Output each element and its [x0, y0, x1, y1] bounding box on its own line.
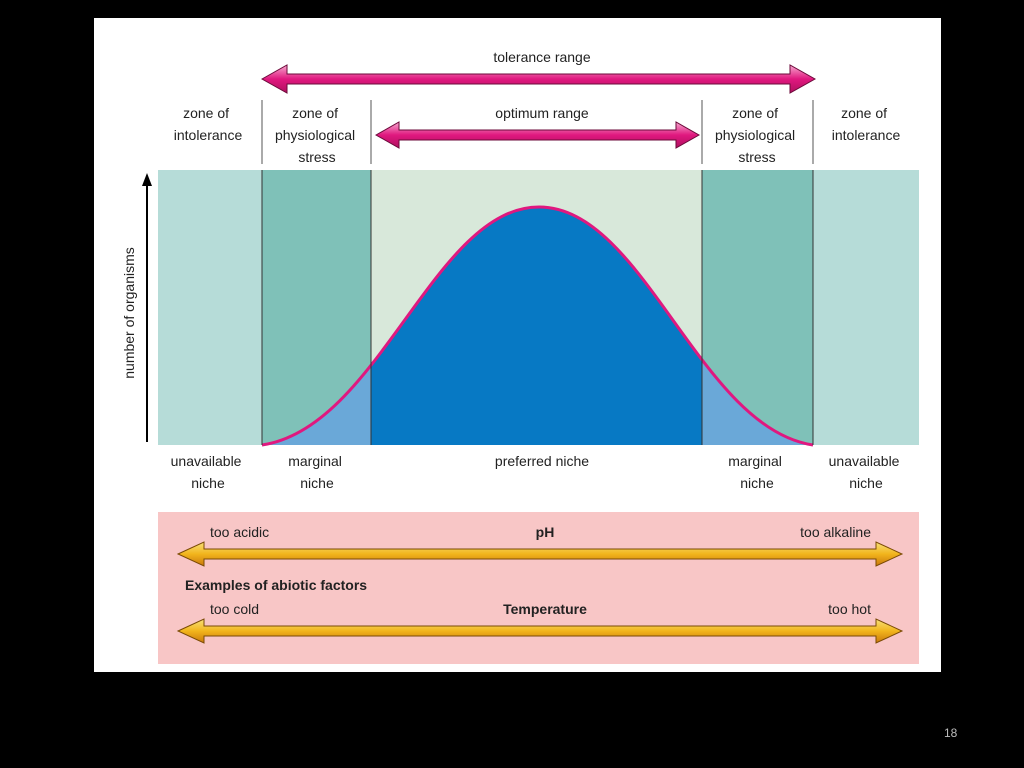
- ph-arrow: [176, 541, 904, 567]
- temperature-arrow: [176, 618, 904, 644]
- ph-too-alkaline: too alkaline: [800, 524, 871, 540]
- zone-label-intolerance-left: zone of intolerance: [174, 105, 243, 143]
- optimum-range-label: optimum range: [495, 105, 589, 121]
- ph-label: pH: [536, 524, 555, 540]
- optimum-range-arrow: [374, 121, 701, 149]
- marginal-niche-fill-left: [262, 365, 371, 445]
- zone-label-stress-left: zone of physiological stress: [275, 105, 359, 165]
- abiotic-heading: Examples of abiotic factors: [185, 577, 367, 593]
- marginal-niche-fill-right: [702, 359, 813, 445]
- preferred-niche-fill: [371, 207, 702, 445]
- niche-label-unavailable-right: unavailable niche: [829, 453, 904, 491]
- zone-intolerance-left-bg: [158, 170, 262, 445]
- niche-label-preferred: preferred niche: [495, 453, 589, 469]
- niche-label-marginal-left: marginal niche: [288, 453, 346, 491]
- niche-label-marginal-right: marginal niche: [728, 453, 786, 491]
- temperature-label: Temperature: [503, 601, 587, 617]
- population-curve: [261, 205, 814, 447]
- zone-label-stress-right: zone of physiological stress: [715, 105, 799, 165]
- zone-label-intolerance-right: zone of intolerance: [832, 105, 901, 143]
- niche-label-unavailable-left: unavailable niche: [171, 453, 246, 491]
- slide-number: 18: [944, 726, 958, 740]
- slide: tolerance range optimum range zone of in…: [94, 18, 941, 672]
- tolerance-range-diagram: tolerance range optimum range zone of in…: [121, 49, 919, 664]
- temperature-too-hot: too hot: [828, 601, 871, 617]
- zone-intolerance-right-bg: [813, 170, 919, 445]
- ph-too-acidic: too acidic: [210, 524, 269, 540]
- temperature-too-cold: too cold: [210, 601, 259, 617]
- tolerance-range-arrow: [260, 64, 817, 94]
- y-axis: [142, 173, 152, 442]
- zone-dividers-top: [261, 100, 814, 164]
- y-axis-label: number of organisms: [121, 247, 137, 379]
- tolerance-range-label: tolerance range: [493, 49, 591, 65]
- zone-dividers-chart: [261, 170, 814, 445]
- abiotic-panel: [158, 512, 919, 664]
